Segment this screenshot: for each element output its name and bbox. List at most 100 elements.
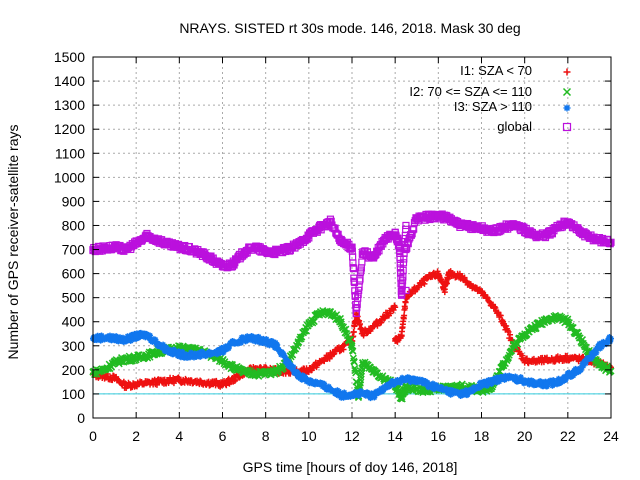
series-trace-point	[408, 230, 416, 238]
series-trace-point	[310, 365, 317, 372]
data-point	[499, 361, 507, 369]
series-trace-point	[217, 350, 224, 357]
x-tick-label: 2	[132, 428, 140, 444]
data-point	[478, 381, 485, 388]
series-trace-point	[350, 358, 358, 366]
series-trace-point	[461, 274, 468, 281]
data-point	[326, 308, 334, 316]
data-point	[435, 384, 442, 391]
series-trace-point	[120, 334, 127, 341]
series-trace-point	[350, 328, 357, 335]
series-trace-point	[147, 332, 154, 339]
series-trace-point	[354, 294, 362, 302]
data-point	[597, 342, 604, 349]
data-point	[467, 388, 474, 395]
data-point	[154, 348, 162, 356]
data-point	[359, 390, 366, 397]
x-tick-label: 4	[175, 428, 183, 444]
x-tick-label: 14	[387, 428, 403, 444]
series-trace-point	[507, 331, 514, 338]
series-trace-point	[402, 305, 409, 312]
x-tick-label: 6	[219, 428, 227, 444]
data-point	[402, 286, 410, 295]
series-trace-point	[397, 379, 404, 386]
series-trace-point	[349, 264, 358, 273]
series-trace-point	[582, 360, 589, 367]
data-point	[143, 331, 150, 338]
x-tick-label: 18	[474, 428, 490, 444]
data-point	[143, 380, 150, 387]
series-trace-point	[302, 327, 311, 335]
data-point	[251, 243, 259, 251]
series-trace-point	[127, 335, 133, 342]
data-point	[164, 241, 173, 249]
data-point	[240, 248, 248, 256]
series-trace-point	[486, 298, 493, 305]
series-trace-point	[237, 337, 244, 344]
series-trace-point	[399, 266, 407, 274]
data-point	[500, 374, 507, 381]
legend-marker-3	[562, 122, 572, 132]
data-point	[229, 260, 237, 268]
data-point	[510, 220, 518, 228]
data-point	[349, 390, 355, 397]
data-point	[338, 392, 345, 399]
data-point	[111, 335, 118, 342]
y-tick-label: 600	[62, 266, 86, 282]
data-point	[110, 243, 119, 251]
series-trace-point	[351, 366, 359, 375]
data-point	[326, 218, 335, 226]
series-trace-point	[526, 381, 533, 388]
legend: I1: SZA < 70 I2: 70 <= SZA <= 110 I3: SZ…	[409, 63, 572, 134]
series-trace-point	[355, 392, 362, 399]
legend-marker-2	[563, 104, 571, 112]
data-point	[294, 241, 302, 249]
series-trace-point	[443, 280, 450, 287]
series-trace-point	[354, 290, 362, 299]
y-tick-label: 1000	[54, 169, 85, 185]
data-point	[521, 226, 529, 234]
data-point	[370, 323, 377, 330]
data-point	[262, 369, 270, 378]
y-tick-label: 1100	[55, 145, 85, 161]
series-trace-point	[544, 383, 551, 390]
series-trace-point	[255, 333, 262, 340]
data-point	[197, 378, 204, 385]
data-point	[424, 275, 431, 282]
series-trace-point	[266, 342, 273, 349]
series-trace-point	[289, 366, 296, 373]
y-tick-label: 1300	[54, 97, 85, 113]
y-tick-label: 100	[62, 386, 86, 402]
data-point	[187, 352, 194, 359]
data-point	[456, 273, 463, 280]
series-trace-point	[447, 391, 454, 398]
data-point	[218, 262, 227, 270]
series-trace-point	[193, 353, 200, 360]
data-point	[392, 378, 399, 385]
data-point	[283, 245, 291, 254]
data-point	[413, 376, 420, 383]
data-point	[348, 243, 356, 251]
series-trace-point	[223, 382, 230, 389]
data-point	[348, 342, 356, 350]
data-point	[143, 351, 151, 359]
series-trace-point	[604, 339, 611, 346]
data-point	[251, 369, 259, 378]
data-point	[219, 347, 226, 354]
series-trace-point	[387, 310, 394, 317]
data-point	[133, 333, 140, 340]
data-point	[122, 382, 129, 389]
series-trace-point	[352, 304, 360, 312]
series-trace-point	[567, 373, 574, 380]
series-trace-point	[356, 275, 364, 283]
legend-marker-0	[563, 68, 571, 76]
series-trace-point	[296, 333, 304, 341]
data-point	[316, 359, 323, 366]
series-trace-point	[127, 337, 134, 344]
data-point	[575, 332, 583, 340]
series-trace-point	[606, 240, 614, 248]
data-point	[208, 380, 215, 387]
data-point	[262, 248, 270, 256]
series-trace-point	[519, 352, 526, 359]
data-point	[500, 318, 507, 325]
